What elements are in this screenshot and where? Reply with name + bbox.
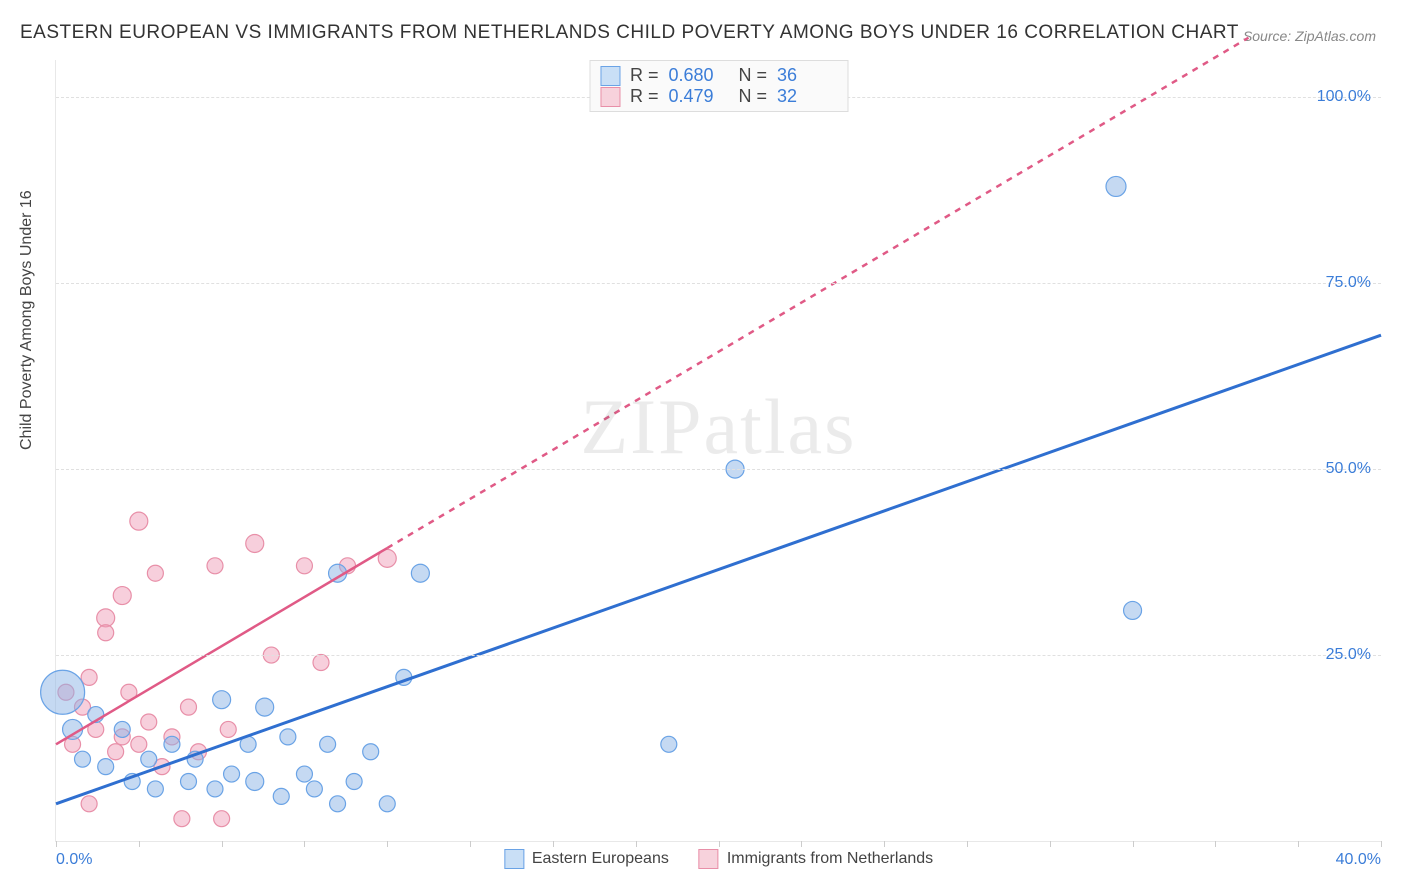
eastern-european-point <box>1106 176 1126 196</box>
netherlands-point <box>130 512 148 530</box>
eastern-european-point <box>164 736 180 752</box>
y-tick-label: 75.0% <box>1326 274 1371 292</box>
eastern-european-point <box>320 736 336 752</box>
r-label: R = <box>630 86 659 107</box>
n-value: 32 <box>777 86 837 107</box>
eastern-european-point <box>661 736 677 752</box>
eastern-european-point <box>41 670 85 714</box>
eastern-european-point <box>181 773 197 789</box>
r-label: R = <box>630 65 659 86</box>
eastern-european-point <box>273 788 289 804</box>
netherlands-point <box>246 534 264 552</box>
eastern-european-point <box>1124 601 1142 619</box>
eastern-european-point <box>379 796 395 812</box>
eastern-european-point <box>207 781 223 797</box>
netherlands-point <box>207 558 223 574</box>
eastern-european-point <box>213 691 231 709</box>
x-tick <box>1215 841 1216 847</box>
x-tick <box>139 841 140 847</box>
y-tick-label: 25.0% <box>1326 646 1371 664</box>
eastern-european-point <box>256 698 274 716</box>
x-tick <box>222 841 223 847</box>
eastern-european-point <box>98 759 114 775</box>
eastern-european-point <box>75 751 91 767</box>
series-legend: Eastern Europeans Immigrants from Netherl… <box>504 849 933 869</box>
y-tick-label: 50.0% <box>1326 460 1371 478</box>
legend-item: Eastern Europeans <box>504 849 669 869</box>
eastern-european-point <box>296 766 312 782</box>
x-tick <box>636 841 637 847</box>
x-tick-label: 0.0% <box>56 851 92 869</box>
eastern-european-point <box>147 781 163 797</box>
eastern-european-point <box>224 766 240 782</box>
eastern-european-point <box>411 564 429 582</box>
eastern-european-point <box>330 796 346 812</box>
eastern-european-point <box>363 744 379 760</box>
legend-row: R = 0.680 N = 36 <box>600 65 837 86</box>
netherlands-point <box>147 565 163 581</box>
r-value: 0.680 <box>669 65 729 86</box>
r-value: 0.479 <box>669 86 729 107</box>
legend-swatch <box>600 66 620 86</box>
gridline <box>56 283 1381 284</box>
gridline <box>56 469 1381 470</box>
x-tick <box>553 841 554 847</box>
legend-row: R = 0.479 N = 32 <box>600 86 837 107</box>
x-tick <box>719 841 720 847</box>
legend-swatch <box>699 849 719 869</box>
x-tick <box>884 841 885 847</box>
correlation-legend: R = 0.680 N = 36 R = 0.479 N = 32 <box>589 60 848 112</box>
legend-label: Immigrants from Netherlands <box>727 850 933 868</box>
netherlands-point <box>131 736 147 752</box>
netherlands-point <box>98 625 114 641</box>
netherlands-point <box>296 558 312 574</box>
netherlands-point <box>81 796 97 812</box>
netherlands-trendline-dashed <box>387 38 1248 548</box>
n-label: N = <box>739 65 768 86</box>
eastern-european-point <box>141 751 157 767</box>
eastern-european-point <box>114 721 130 737</box>
netherlands-point <box>181 699 197 715</box>
x-tick-label: 40.0% <box>1336 851 1381 869</box>
eastern-european-point <box>246 772 264 790</box>
x-tick <box>1381 841 1382 847</box>
chart-title: EASTERN EUROPEAN VS IMMIGRANTS FROM NETH… <box>20 22 1239 44</box>
legend-label: Eastern Europeans <box>532 850 669 868</box>
y-axis-label: Child Poverty Among Boys Under 16 <box>18 190 36 450</box>
legend-item: Immigrants from Netherlands <box>699 849 933 869</box>
x-tick <box>56 841 57 847</box>
source-label: Source: ZipAtlas.com <box>1243 28 1376 44</box>
netherlands-point <box>174 811 190 827</box>
legend-swatch <box>504 849 524 869</box>
netherlands-point <box>113 587 131 605</box>
eastern-european-trendline <box>56 335 1381 804</box>
netherlands-point <box>220 721 236 737</box>
x-tick <box>1050 841 1051 847</box>
n-label: N = <box>739 86 768 107</box>
netherlands-point <box>313 654 329 670</box>
netherlands-point <box>214 811 230 827</box>
eastern-european-point <box>346 773 362 789</box>
x-tick <box>1298 841 1299 847</box>
x-tick <box>470 841 471 847</box>
x-tick <box>387 841 388 847</box>
gridline <box>56 655 1381 656</box>
y-tick-label: 100.0% <box>1317 88 1371 106</box>
plot-area: ZIPatlas R =0.680N =36R =0.479N =32 East… <box>55 60 1381 842</box>
x-tick <box>304 841 305 847</box>
netherlands-point <box>81 669 97 685</box>
netherlands-point <box>108 744 124 760</box>
x-tick <box>1133 841 1134 847</box>
legend-swatch <box>600 87 620 107</box>
eastern-european-point <box>280 729 296 745</box>
n-value: 36 <box>777 65 837 86</box>
netherlands-point <box>141 714 157 730</box>
x-tick <box>801 841 802 847</box>
eastern-european-point <box>306 781 322 797</box>
netherlands-trendline <box>56 548 387 744</box>
x-tick <box>967 841 968 847</box>
chart-svg <box>56 60 1381 841</box>
